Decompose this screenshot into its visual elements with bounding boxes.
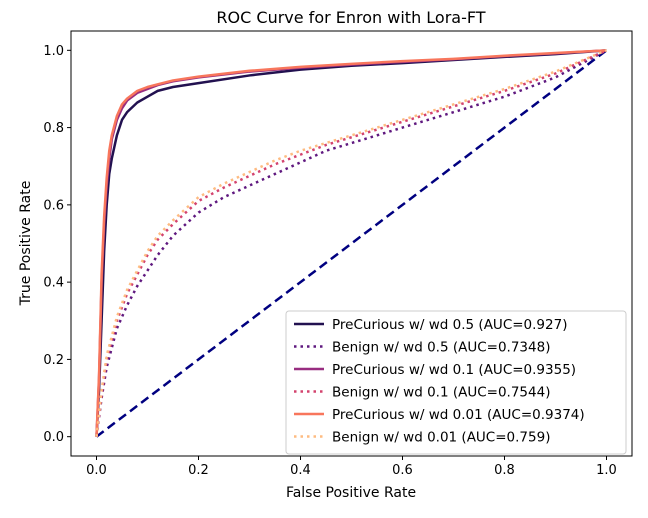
ticks-layer: 0.0 0.2 0.4 0.6 0.8 1.0 0.0 0.2 0.4 0.6 0.8 1.0 bbox=[43, 44, 617, 478]
legend-box bbox=[285, 310, 627, 455]
y-tick-label: 0.8 bbox=[43, 121, 64, 136]
y-tick-label: 1.0 bbox=[43, 44, 64, 59]
legend-entry-4: Benign w/ wd 0.1 (AUC=0.7544) bbox=[332, 385, 550, 401]
legend-entry-2: Benign w/ wd 0.5 (AUC=0.7348) bbox=[332, 340, 550, 356]
series-line-5 bbox=[95, 49, 607, 437]
y-tick-label: 0.2 bbox=[43, 353, 64, 368]
y-tick-label: 0.4 bbox=[43, 276, 64, 291]
chart-title: ROC Curve for Enron with Lora-FT bbox=[216, 8, 485, 27]
legend-entry-5: PreCurious w/ wd 0.01 (AUC=0.9374) bbox=[332, 407, 585, 423]
legend-entry-1: PreCurious w/ wd 0.5 (AUC=0.927) bbox=[332, 317, 567, 333]
x-tick-label: 0.4 bbox=[290, 463, 311, 478]
series-group bbox=[95, 49, 608, 438]
x-axis-label: False Positive Rate bbox=[286, 485, 416, 501]
x-tick-label: 0.0 bbox=[86, 463, 107, 478]
series-line-2 bbox=[95, 49, 608, 437]
y-tick-label: 0.6 bbox=[43, 198, 64, 213]
legend-entry-6: Benign w/ wd 0.01 (AUC=0.759) bbox=[332, 430, 550, 446]
x-tick-label: 0.8 bbox=[494, 463, 515, 478]
chance-diagonal-line bbox=[95, 49, 608, 438]
legend: PreCurious w/ wd 0.5 (AUC=0.927) Benign w… bbox=[285, 310, 627, 455]
y-axis-label: True Positive Rate bbox=[18, 181, 34, 307]
series-layer bbox=[95, 49, 608, 438]
y-tick-label: 0.0 bbox=[43, 430, 64, 445]
series-line-4 bbox=[95, 49, 608, 437]
x-tick-label: 1.0 bbox=[596, 463, 617, 478]
x-tick-label: 0.6 bbox=[392, 463, 413, 478]
plot-frame bbox=[70, 30, 633, 457]
x-tick-label: 0.2 bbox=[188, 463, 209, 478]
series-line-6 bbox=[95, 49, 607, 437]
legend-entry-3: PreCurious w/ wd 0.1 (AUC=0.9355) bbox=[332, 362, 576, 378]
